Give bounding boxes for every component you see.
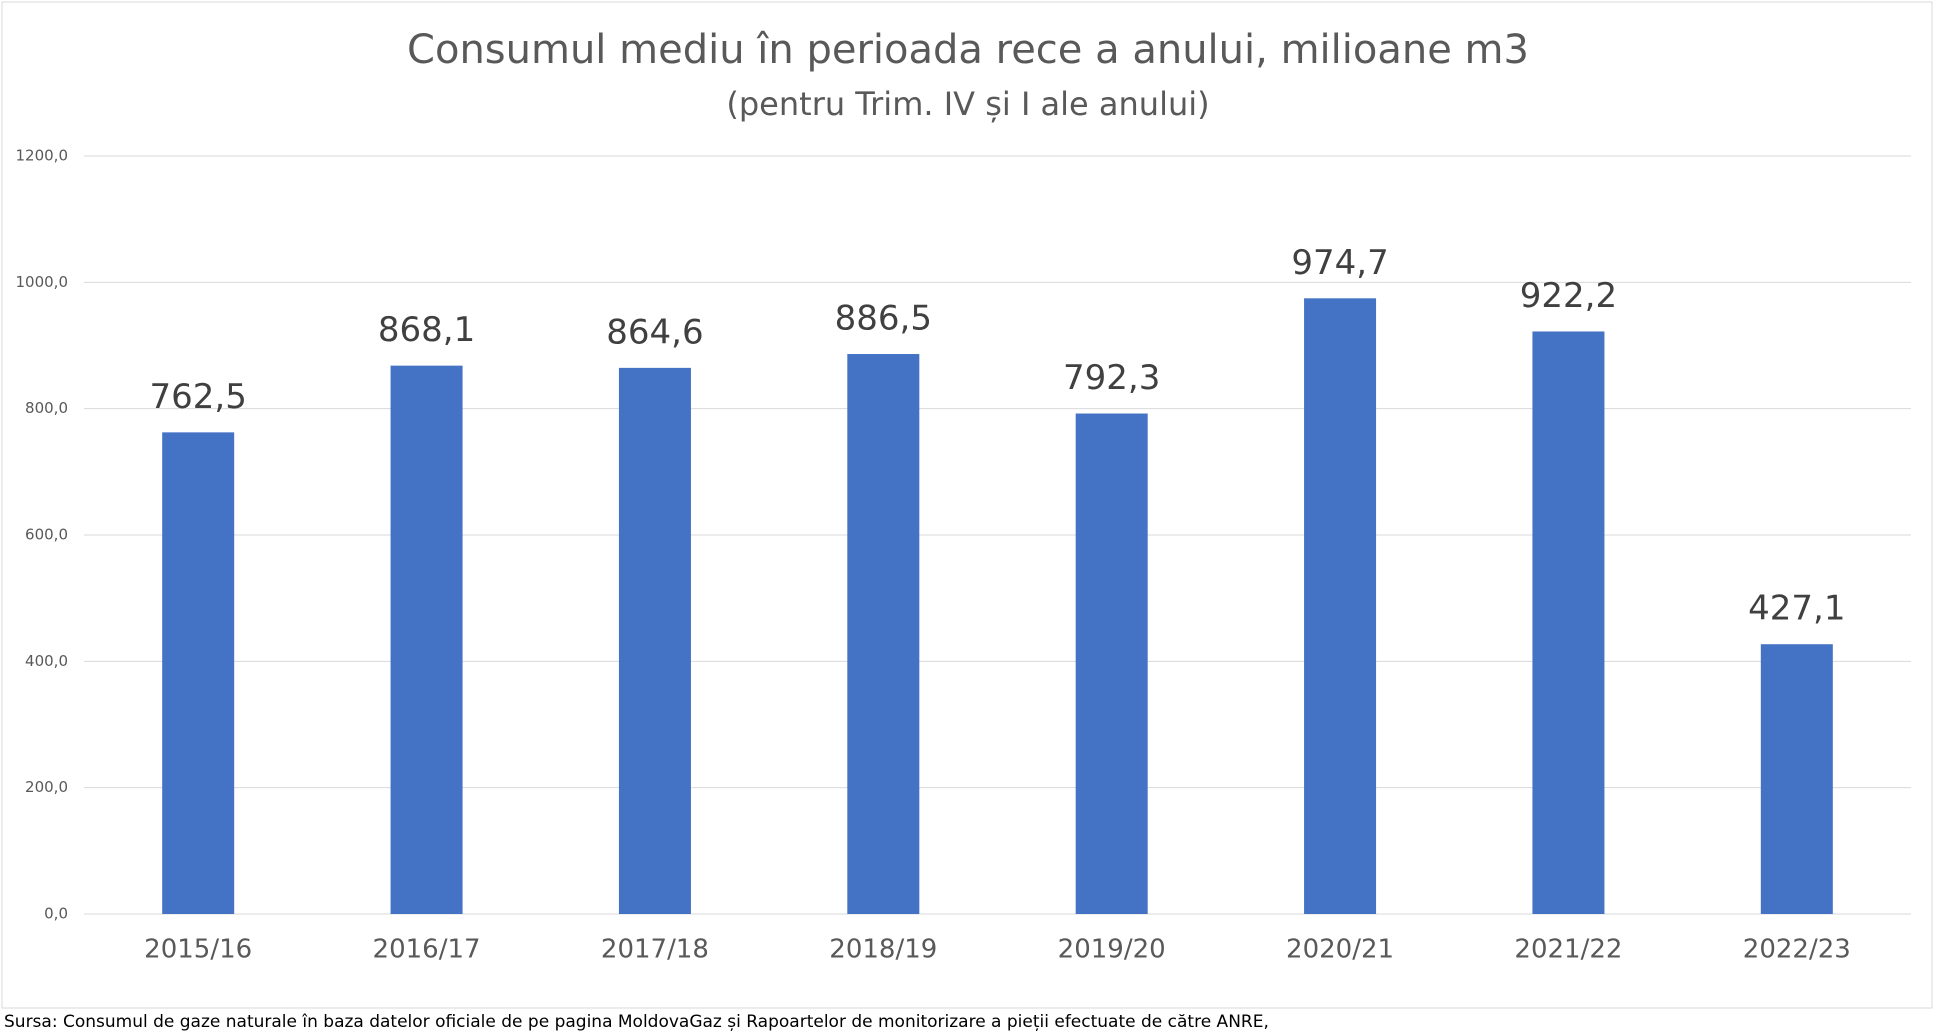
bar bbox=[847, 354, 920, 915]
y-tick-label: 1000,0 bbox=[16, 273, 69, 291]
bar bbox=[618, 367, 691, 915]
x-tick-label: 2016/17 bbox=[373, 935, 481, 965]
x-tick-label: 2017/18 bbox=[601, 935, 709, 965]
x-tick-label: 2015/16 bbox=[144, 935, 252, 965]
bar bbox=[1075, 413, 1148, 914]
x-tick-label: 2019/20 bbox=[1058, 935, 1166, 965]
x-tick-label: 2018/19 bbox=[829, 935, 937, 965]
value-label: 792,3 bbox=[1063, 358, 1160, 398]
value-label: 762,5 bbox=[150, 377, 247, 417]
bar bbox=[162, 432, 235, 914]
value-label: 886,5 bbox=[835, 299, 932, 339]
bar bbox=[390, 365, 463, 915]
chart-subtitle: (pentru Trim. IV și I ale anului) bbox=[726, 85, 1209, 123]
source-note: Sursa: Consumul de gaze naturale în baza… bbox=[4, 1012, 1269, 1032]
value-label: 427,1 bbox=[1748, 589, 1845, 629]
y-tick-label: 200,0 bbox=[25, 778, 68, 796]
y-tick-label: 400,0 bbox=[25, 652, 68, 670]
x-tick-label: 2020/21 bbox=[1286, 935, 1394, 965]
value-label: 864,6 bbox=[606, 312, 703, 352]
bar bbox=[1304, 298, 1377, 914]
bar bbox=[1532, 331, 1605, 914]
y-tick-label: 600,0 bbox=[25, 526, 68, 544]
chart-title: Consumul mediu în perioada rece a anului… bbox=[407, 27, 1529, 73]
y-tick-label: 1200,0 bbox=[16, 147, 69, 165]
value-label: 974,7 bbox=[1291, 243, 1388, 283]
x-tick-label: 2021/22 bbox=[1514, 935, 1622, 965]
chart-border bbox=[1, 1, 1933, 1009]
y-tick-label: 0,0 bbox=[44, 905, 68, 923]
x-tick-label: 2022/23 bbox=[1743, 935, 1851, 965]
value-label: 922,2 bbox=[1520, 276, 1617, 316]
y-tick-label: 800,0 bbox=[25, 399, 68, 417]
bar bbox=[1760, 644, 1833, 914]
value-label: 868,1 bbox=[378, 310, 475, 350]
